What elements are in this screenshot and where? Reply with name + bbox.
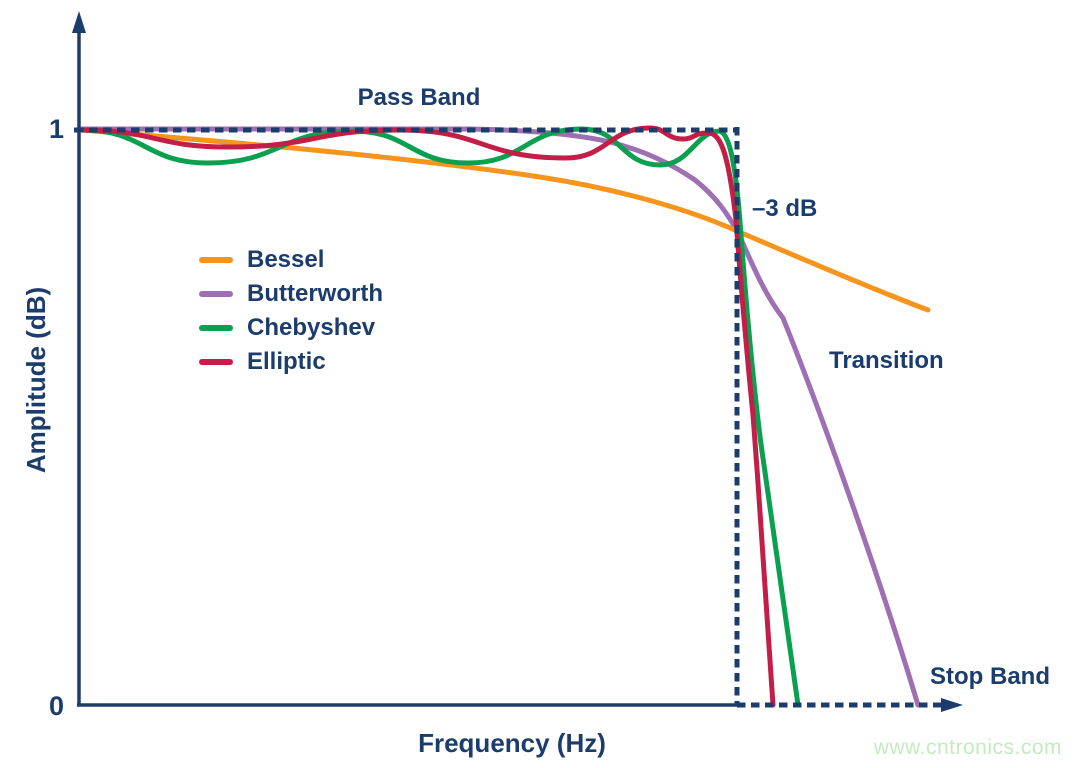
elliptic-swatch-icon <box>199 358 233 365</box>
chebyshev-curve <box>79 126 801 708</box>
x-axis-title: Frequency (Hz) <box>418 728 606 758</box>
bessel-swatch-icon <box>199 256 233 263</box>
transition-label: Transition <box>829 347 944 374</box>
legend-item-bessel: Bessel <box>199 246 383 273</box>
legend-label-butterworth: Butterworth <box>247 280 383 307</box>
legend-item-butterworth: Butterworth <box>199 280 383 307</box>
y-axis-title: Amplitude (dB) <box>21 286 51 474</box>
legend-item-elliptic: Elliptic <box>199 348 383 375</box>
legend-label-elliptic: Elliptic <box>247 348 326 375</box>
y-tick-label-1: 1 <box>48 114 64 144</box>
chebyshev-swatch-icon <box>199 324 233 331</box>
pass-band-label: Pass Band <box>357 84 481 111</box>
legend: Bessel Butterworth Chebyshev Elliptic <box>199 246 383 382</box>
y-tick-label-0: 0 <box>48 691 64 721</box>
butterworth-swatch-icon <box>199 290 233 297</box>
legend-item-chebyshev: Chebyshev <box>199 314 383 341</box>
legend-label-bessel: Bessel <box>247 246 325 273</box>
elliptic-curve <box>79 125 776 708</box>
watermark-text: www.cntronics.com <box>873 736 1062 759</box>
ideal-filter-dashed-outline <box>75 127 944 708</box>
stop-band-label: Stop Band <box>930 663 1050 690</box>
x-axis-arrow-icon <box>941 698 963 712</box>
legend-label-chebyshev: Chebyshev <box>247 314 376 341</box>
minus-3db-label: –3 dB <box>752 195 818 222</box>
y-axis-arrow-icon <box>72 11 86 33</box>
